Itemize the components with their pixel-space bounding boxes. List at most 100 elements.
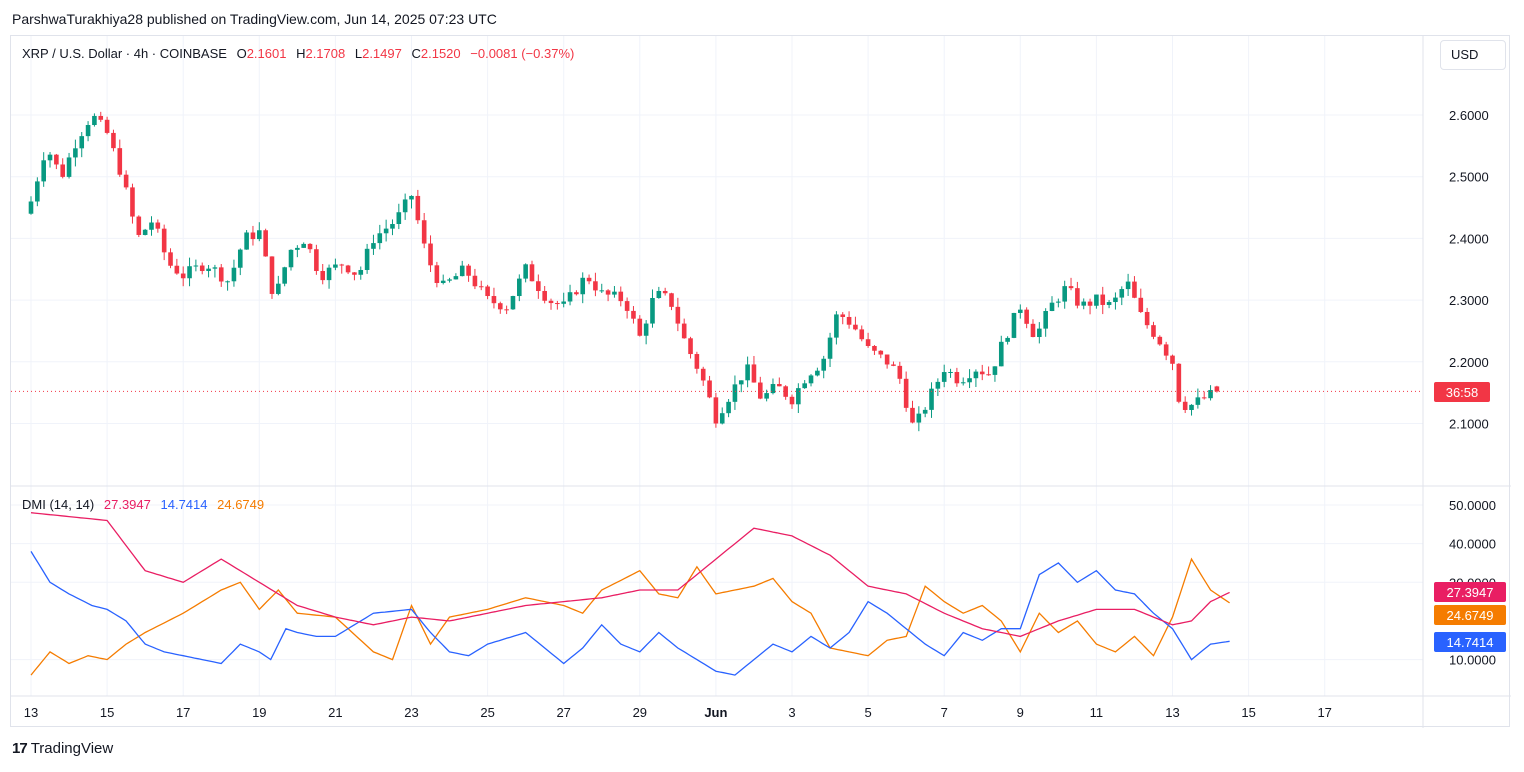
price-tick-label: 2.2000 [1449,355,1489,370]
time-tick-label: 13 [1165,705,1179,720]
low-label: L [354,46,363,61]
high-value: 2.1708 [305,46,346,61]
candle-body [903,378,909,408]
candle-body [98,115,104,120]
candle-body [1062,286,1067,302]
price-tick-label: 2.4000 [1449,231,1489,246]
price-tick-label: 2.6000 [1449,108,1489,123]
candle-body [206,268,211,272]
candle-body [669,293,674,307]
candle-body [808,375,814,384]
candle-body [212,267,218,269]
candle-body [1163,344,1169,356]
candle-body [187,266,192,279]
time-tick-label: 27 [556,705,570,720]
candle-body [897,365,903,379]
candle-body [960,382,966,384]
candle-body [764,393,769,399]
candle-body [656,290,662,298]
candle-body [998,341,1004,367]
candle-body [757,382,763,399]
candle-body [1132,281,1137,298]
candle-body [257,230,262,240]
candle-body [130,187,135,217]
candle-body [510,296,516,310]
time-tick-label: 5 [864,705,871,720]
candle-body [390,224,395,229]
candle-body [73,148,78,158]
candle-body [269,256,275,294]
dmi-plus-di-value: 14.7414 [160,497,208,512]
candle-body [60,164,66,177]
candle-body [941,372,947,382]
price-tick-label: 2.3000 [1449,293,1489,308]
candle-body [497,303,503,310]
plus-di-badge: 14.7414 [1434,632,1506,652]
candle-body [1189,404,1194,410]
time-tick-label: Jun [704,705,727,720]
candle-body [295,247,300,250]
candle-body [846,316,852,325]
time-tick-label: 9 [1017,705,1024,720]
candle-body [1056,301,1061,303]
candle-body [555,303,560,305]
candle-body [1125,281,1131,290]
candle-body [1182,401,1188,410]
candle-body [1138,297,1144,312]
publisher-line: ParshwaTurakhiya28 published on TradingV… [12,11,497,27]
candle-body [738,380,744,385]
candle-body [1100,294,1106,305]
candle-body [79,136,85,149]
countdown-label: 36:58 [1446,385,1479,400]
time-tick-label: 13 [24,705,38,720]
candle-body [434,265,440,284]
candle-body [218,267,224,282]
adx-badge: 27.3947 [1434,582,1506,602]
footer-brand[interactable]: 17 TradingView [12,740,113,757]
candle-body [561,301,566,304]
candle-body [777,384,782,387]
candle-body [1043,311,1048,329]
candle-body [751,364,757,383]
candle-body [123,174,129,188]
candle-body [719,413,725,424]
candle-body [802,383,807,389]
candle-body [517,278,522,297]
candle-body [244,232,249,250]
symbol-legend: XRP / U.S. Dollar · 4h · COINBASE O2.160… [22,46,574,61]
candle-body [421,220,427,244]
candle-body [840,314,846,317]
candle-body [409,195,414,200]
dmi-title: DMI (14, 14) [22,497,95,512]
candle-body [1081,301,1087,306]
candle-body [472,275,478,287]
candle-body [142,229,148,235]
candle-body [104,119,110,133]
candle-body [1068,286,1074,289]
grid [11,36,1423,696]
currency-button[interactable]: USD [1440,40,1506,70]
candle-body [47,154,53,161]
time-tick-label: 21 [328,705,342,720]
candle-body [910,407,915,423]
candle-body [85,125,91,137]
minus-di-badge-label: 24.6749 [1447,608,1494,623]
chart-canvas[interactable]: 2.6000 2.5000 2.4000 2.3000 2.2000 2.1000 50.… [11,36,1511,728]
minus-di-badge: 24.6749 [1434,605,1506,625]
dmi-adx-value: 27.3947 [103,497,151,512]
candle-body [231,267,237,282]
candle-body [872,346,877,351]
candle-body [1030,323,1036,338]
candle-body [276,283,281,294]
candle-body [1011,312,1017,338]
candle-body [643,323,649,336]
candle-body [954,371,960,384]
candle-body [650,297,655,324]
chart-frame[interactable]: 2.6000 2.5000 2.4000 2.3000 2.2000 2.1000 50.… [10,35,1511,728]
time-axis: 13 15 17 19 21 23 25 27 29 Jun 3 5 7 9 11 13 15 17 [24,705,1332,720]
candle-body [225,281,230,283]
candle-body [827,337,833,359]
candle-body [447,279,452,281]
candle-body [586,277,592,282]
